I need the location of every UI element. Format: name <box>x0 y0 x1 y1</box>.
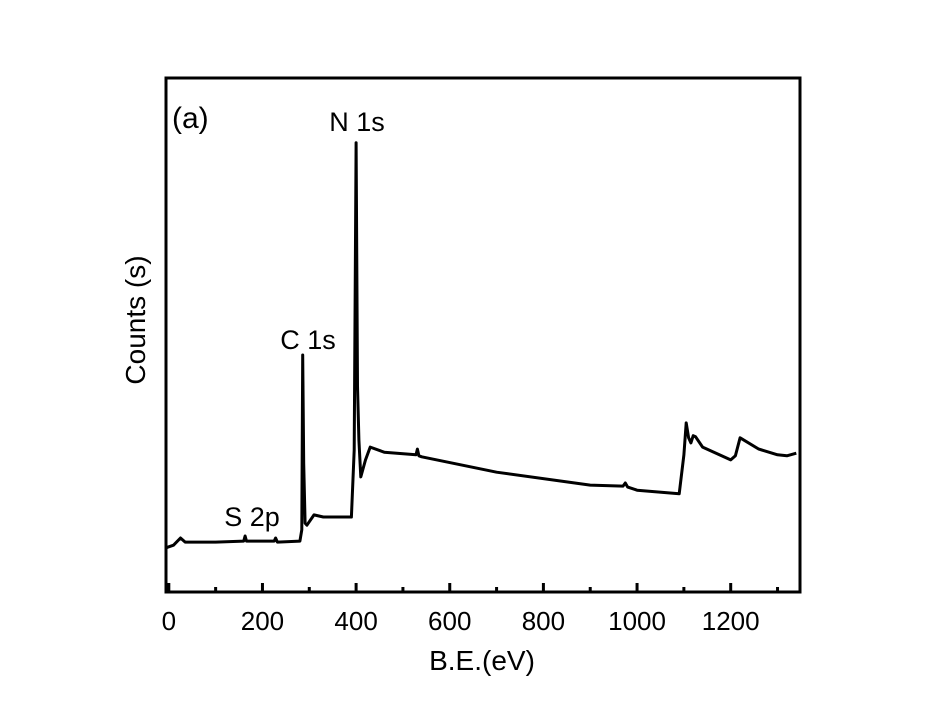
x-tick-label: 200 <box>241 606 284 636</box>
annotation-n1s: N 1s <box>329 107 385 137</box>
x-tick-labels: 0 200 400 600 800 1000 1200 <box>162 606 760 636</box>
spectrum-line <box>165 141 797 550</box>
x-tick-label: 400 <box>334 606 377 636</box>
y-axis-label: Counts (s) <box>120 255 151 384</box>
plot-frame <box>164 76 802 594</box>
annotation-c1s: C 1s <box>280 325 336 355</box>
annotation-s2p: S 2p <box>224 502 280 532</box>
x-tick-label: 600 <box>428 606 471 636</box>
x-axis-label: B.E.(eV) <box>429 645 535 676</box>
x-tick-label: 1200 <box>702 606 760 636</box>
panel-label: (a) <box>172 102 209 135</box>
x-tick-label: 800 <box>522 606 565 636</box>
x-tick-label: 0 <box>162 606 176 636</box>
x-tick-label: 1000 <box>608 606 666 636</box>
